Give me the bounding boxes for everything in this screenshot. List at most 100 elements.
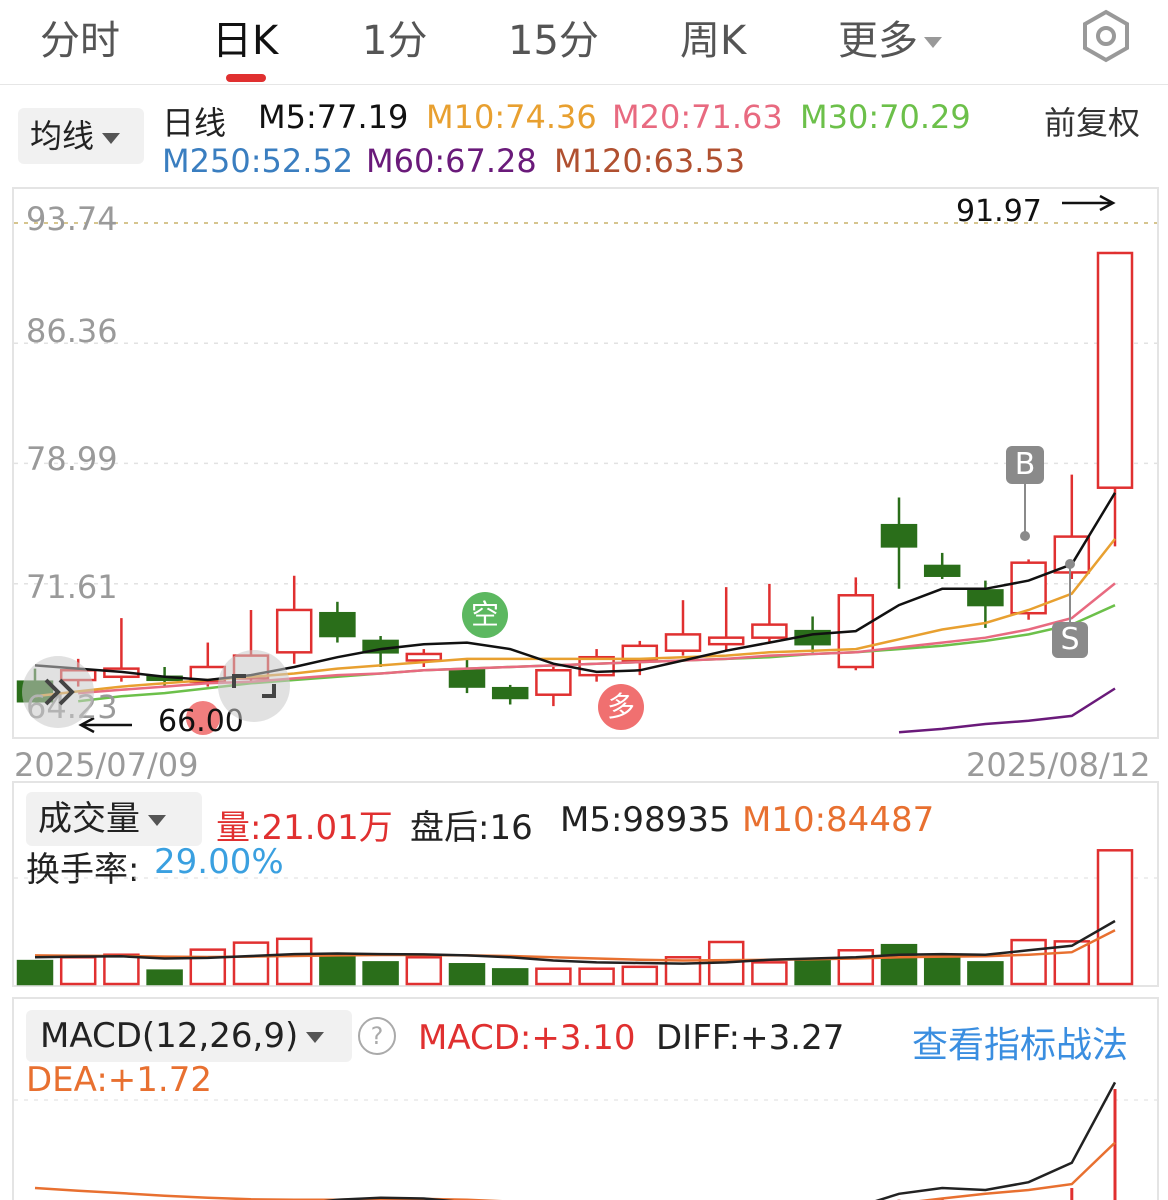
after-hours-value: 盘后:16 bbox=[410, 808, 533, 848]
volume-chart[interactable] bbox=[0, 780, 1168, 990]
volume-bar-up bbox=[1053, 940, 1091, 986]
price-tick-label: 93.74 bbox=[26, 200, 118, 238]
chevron-down-icon bbox=[924, 37, 942, 48]
macd-select-label: MACD(12,26,9) bbox=[40, 1016, 299, 1056]
volume-frame bbox=[12, 781, 1159, 987]
indicator-strategy-link[interactable]: 查看指标战法 bbox=[912, 1025, 1129, 1066]
volume-value: 量:21.01万 bbox=[216, 808, 393, 848]
macd-chart[interactable] bbox=[0, 996, 1168, 1200]
date-end-label: 2025/08/12 bbox=[966, 746, 1151, 784]
price-tick-label: 86.36 bbox=[26, 312, 118, 350]
volume-bar-up bbox=[621, 965, 659, 986]
buy-marker[interactable]: B bbox=[1006, 446, 1044, 484]
chart-frame bbox=[12, 187, 1159, 739]
arrow-left-icon bbox=[78, 716, 95, 734]
volume-bar-up bbox=[1010, 938, 1047, 986]
tab-weekly-k[interactable]: 周K bbox=[680, 18, 747, 64]
candle-up bbox=[621, 644, 659, 662]
arrow-right-icon bbox=[1099, 194, 1116, 212]
volume-bar-down bbox=[448, 963, 486, 986]
candle-down bbox=[880, 523, 918, 548]
sell-marker-dot bbox=[1065, 559, 1075, 569]
volume-ma5-line bbox=[34, 919, 1116, 965]
volume-bar-up bbox=[275, 937, 313, 986]
volume-ma10-value: M10:84487 bbox=[742, 800, 935, 840]
volume-bar-down bbox=[362, 961, 399, 986]
adjust-mode[interactable]: 前复权 bbox=[1044, 104, 1141, 142]
double-chevron-icon bbox=[44, 678, 75, 706]
volume-bar-down bbox=[491, 968, 529, 986]
diff-line bbox=[323, 1081, 1117, 1200]
indicator-select-macd[interactable]: MACD(12,26,9) bbox=[26, 1010, 352, 1062]
volume-bar-up bbox=[232, 941, 270, 986]
macd-value: MACD:+3.10 bbox=[418, 1018, 636, 1058]
period-tabs: 分时 日K 1分 15分 周K 更多 bbox=[0, 0, 1168, 85]
candle-up bbox=[707, 636, 745, 646]
volume-bar-up bbox=[405, 956, 443, 986]
fullscreen-button[interactable] bbox=[218, 650, 290, 722]
volume-bar-down bbox=[794, 959, 831, 986]
volume-bar-up bbox=[59, 956, 97, 986]
diff-value: DIFF:+3.27 bbox=[656, 1018, 845, 1058]
expand-icon bbox=[232, 674, 276, 698]
volume-bar-down bbox=[319, 955, 356, 986]
volume-ma10-line bbox=[34, 929, 1116, 962]
candle-down bbox=[967, 589, 1004, 607]
ma-period-label: 日线 bbox=[162, 104, 227, 142]
indicator-select-ma[interactable]: 均线 bbox=[18, 108, 144, 164]
signal-dot bbox=[186, 701, 220, 735]
ma120-value: M120:63.53 bbox=[554, 142, 746, 180]
turnover-value: 29.00% bbox=[154, 842, 284, 882]
volume-bar-up bbox=[103, 953, 140, 986]
high-price-annotation: 91.97 bbox=[956, 194, 1042, 229]
candle-down bbox=[319, 611, 356, 638]
price-tick-label: 71.61 bbox=[26, 568, 118, 606]
volume-select-label: 成交量 bbox=[38, 799, 140, 839]
candle-down bbox=[448, 669, 486, 688]
candle-up bbox=[535, 669, 572, 696]
tab-1-minute[interactable]: 1分 bbox=[362, 18, 428, 64]
short-signal-marker[interactable]: 空 bbox=[462, 592, 508, 638]
indicator-select-volume[interactable]: 成交量 bbox=[26, 792, 202, 846]
ma5-line bbox=[34, 492, 1117, 682]
long-signal-marker[interactable]: 多 bbox=[598, 684, 644, 730]
date-start-label: 2025/07/09 bbox=[14, 746, 199, 784]
candlestick-chart[interactable] bbox=[0, 186, 1168, 746]
ma5-value: M5:77.19 bbox=[258, 98, 409, 136]
tab-more[interactable]: 更多 bbox=[838, 8, 942, 66]
tab-daily-k[interactable]: 日K bbox=[212, 18, 279, 64]
volume-bar-up bbox=[535, 967, 572, 986]
ma250-value: M250:52.52 bbox=[162, 142, 354, 180]
ma10-value: M10:74.36 bbox=[426, 98, 597, 136]
scroll-left-button[interactable] bbox=[22, 656, 94, 728]
volume-bar-up bbox=[189, 948, 227, 986]
candle-up bbox=[405, 652, 443, 662]
price-tick-label: 78.99 bbox=[26, 440, 118, 478]
sell-marker[interactable]: S bbox=[1052, 622, 1088, 658]
candle-up bbox=[751, 623, 788, 639]
volume-bar-down bbox=[967, 961, 1004, 986]
candle-down bbox=[923, 564, 961, 577]
candle-up bbox=[664, 633, 702, 652]
dea-line bbox=[34, 1141, 1116, 1200]
buy-marker-dot bbox=[1020, 531, 1030, 541]
candle-down bbox=[491, 686, 529, 700]
volume-bar-up bbox=[1096, 849, 1134, 986]
help-icon[interactable]: ? bbox=[358, 1017, 396, 1055]
volume-bar-up bbox=[578, 967, 615, 986]
turnover-label: 换手率: bbox=[26, 850, 140, 890]
ma-select-label: 均线 bbox=[30, 117, 95, 155]
chevron-down-icon bbox=[102, 132, 121, 144]
volume-ma5-value: M5:98935 bbox=[560, 800, 731, 840]
settings-icon[interactable] bbox=[1078, 8, 1134, 64]
tab-15-minute[interactable]: 15分 bbox=[508, 18, 599, 64]
ma30-value: M30:70.29 bbox=[800, 98, 971, 136]
active-tab-indicator bbox=[226, 74, 266, 82]
chevron-down-icon bbox=[306, 1032, 325, 1043]
volume-bar-down bbox=[923, 957, 961, 986]
tab-more-label: 更多 bbox=[838, 18, 918, 64]
volume-bar-up bbox=[751, 961, 788, 986]
tab-intraday[interactable]: 分时 bbox=[40, 18, 120, 64]
ma60-value: M60:67.28 bbox=[366, 142, 537, 180]
ma60-line bbox=[898, 687, 1116, 734]
